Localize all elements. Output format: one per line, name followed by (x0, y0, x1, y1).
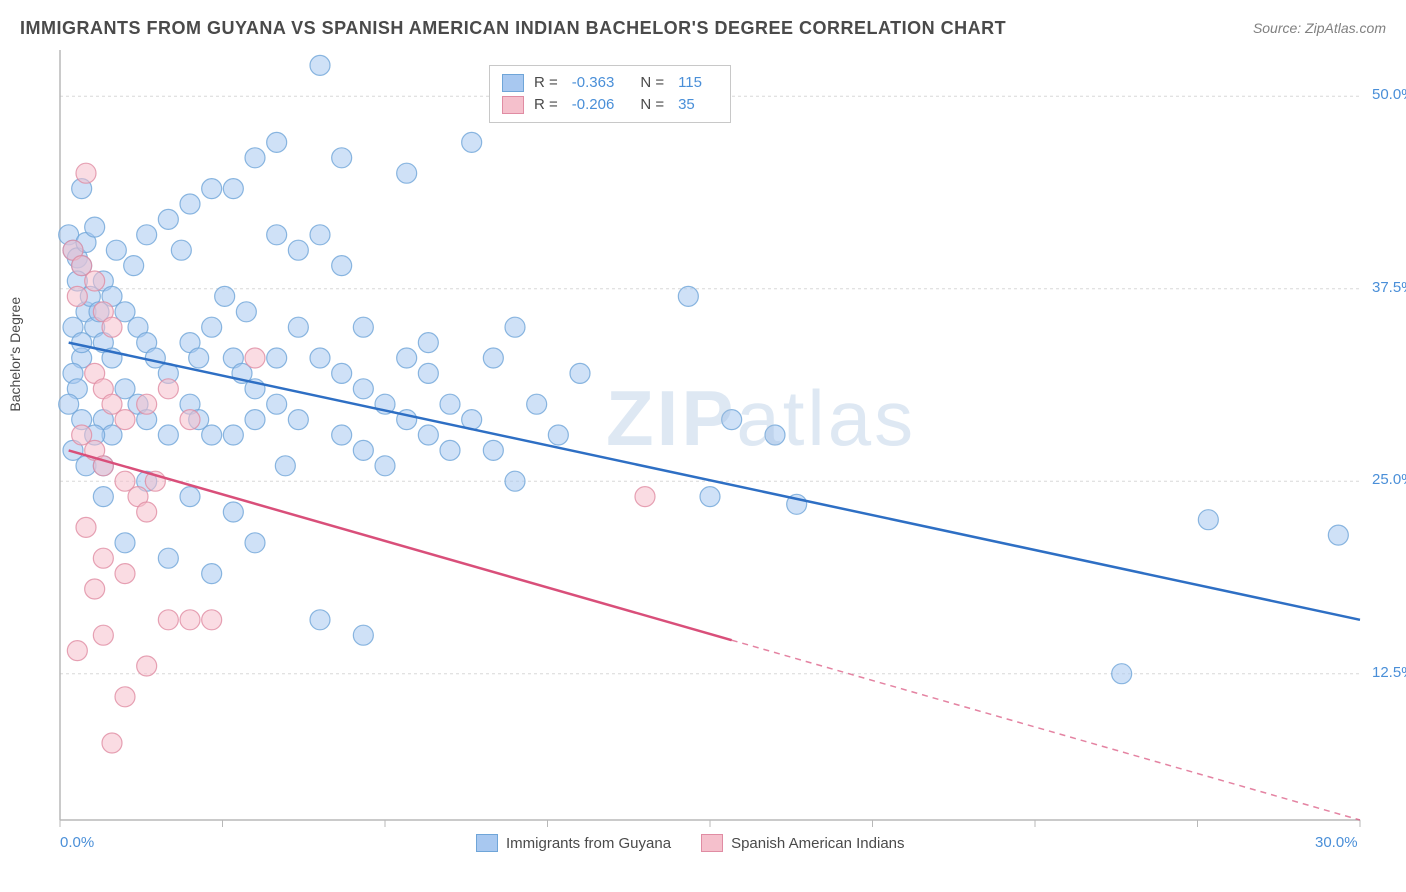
legend-swatch (701, 834, 723, 852)
x-tick-label: 0.0% (60, 834, 94, 851)
legend-label: Immigrants from Guyana (506, 835, 671, 852)
y-tick-label: 50.0% (1372, 86, 1406, 103)
legend-item: Immigrants from Guyana (476, 834, 671, 852)
r-value: -0.206 (572, 94, 615, 116)
n-value: 115 (678, 72, 702, 94)
legend-swatch (502, 74, 524, 92)
y-tick-label: 12.5% (1372, 664, 1406, 681)
scatter-plot (20, 50, 1406, 870)
legend-label: Spanish American Indians (731, 835, 904, 852)
n-label: N = (640, 72, 664, 94)
r-label: R = (534, 94, 558, 116)
y-tick-label: 37.5% (1372, 279, 1406, 296)
chart-container: Bachelor's Degree ZIPatlas R = -0.363N =… (20, 50, 1386, 872)
correlation-legend: R = -0.363 N = 115 R = -0.206 N = 35 (489, 65, 731, 123)
r-value: -0.363 (572, 72, 615, 94)
x-tick-label: 30.0% (1315, 834, 1358, 851)
legend-row: R = -0.206 N = 35 (502, 94, 718, 116)
legend-swatch (476, 834, 498, 852)
r-label: R = (534, 72, 558, 94)
legend-row: R = -0.363 N = 115 (502, 72, 718, 94)
y-tick-label: 25.0% (1372, 471, 1406, 488)
legend-item: Spanish American Indians (701, 834, 904, 852)
n-label: N = (640, 94, 664, 116)
chart-title: IMMIGRANTS FROM GUYANA VS SPANISH AMERIC… (20, 18, 1006, 39)
source-attribution: Source: ZipAtlas.com (1253, 20, 1386, 36)
series-legend: Immigrants from Guyana Spanish American I… (476, 834, 905, 852)
legend-swatch (502, 96, 524, 114)
n-value: 35 (678, 94, 695, 116)
